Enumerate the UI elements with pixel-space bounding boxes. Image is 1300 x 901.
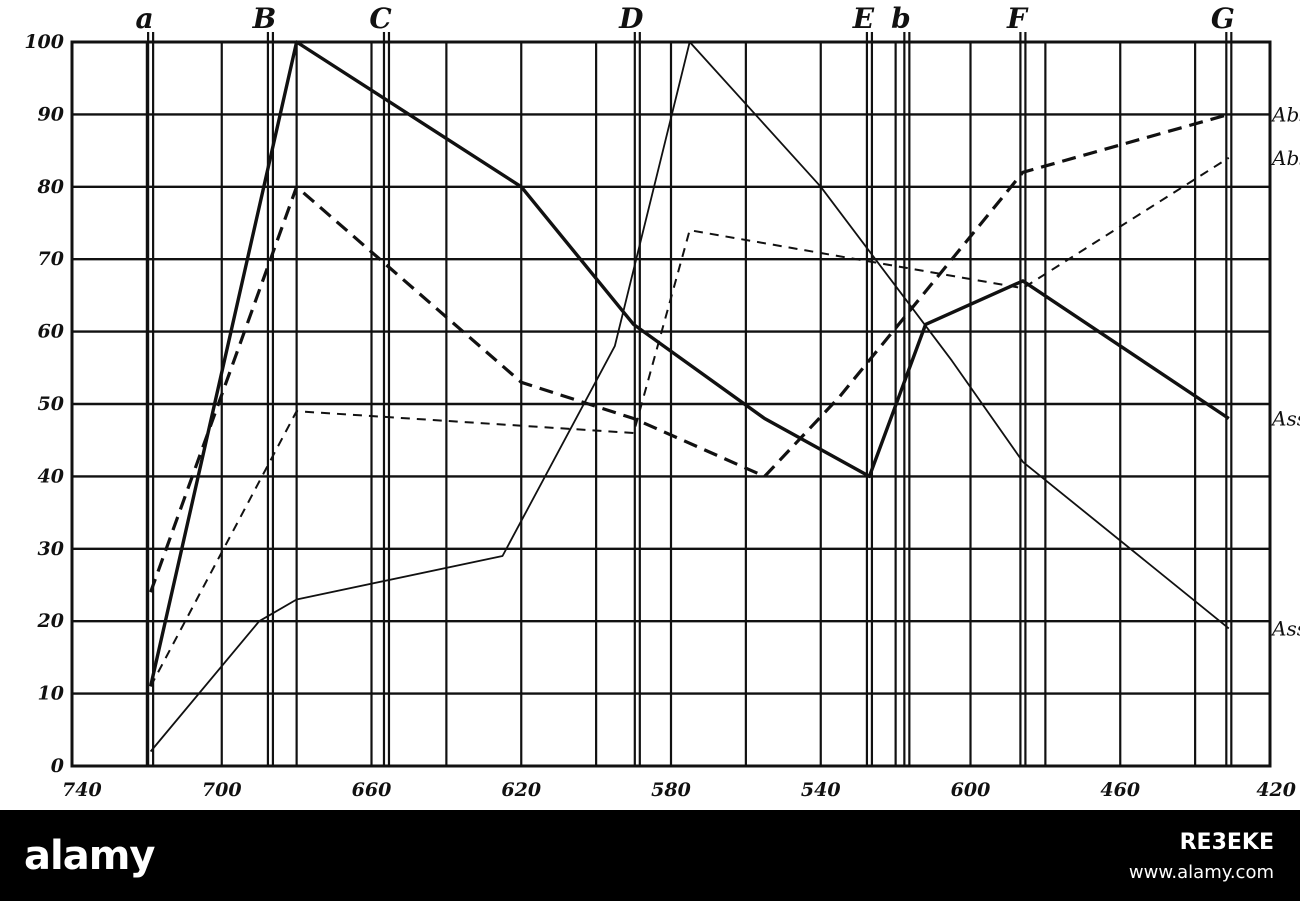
fraunhofer-label: a <box>136 2 154 35</box>
x-tick-label: 460 <box>1100 779 1140 801</box>
y-tick-label: 70 <box>38 248 64 270</box>
y-tick-label: 50 <box>38 393 64 415</box>
watermark-logo: alamy <box>24 833 155 879</box>
footer-bar <box>0 810 1300 901</box>
y-tick-label: 30 <box>38 538 64 560</box>
series-line <box>149 41 1230 753</box>
fraunhofer-label: B <box>252 2 277 35</box>
series-group <box>148 40 1230 753</box>
site-url: www.alamy.com <box>1128 862 1274 883</box>
y-tick-label: 60 <box>38 321 64 343</box>
series-line <box>149 156 1230 687</box>
x-tick-label: 600 <box>951 779 991 801</box>
y-tick-label: 40 <box>38 465 64 487</box>
series-label: Ass <box>1270 406 1300 430</box>
x-tick-label: 580 <box>651 779 691 801</box>
fraunhofer-lines <box>147 32 1233 766</box>
y-tick-label: 80 <box>37 176 64 198</box>
x-tick-label: 740 <box>62 779 102 801</box>
y-tick-label: 20 <box>37 610 64 632</box>
series-label: Abs <box>1270 102 1300 126</box>
series-line <box>148 40 1230 687</box>
x-tick-label: 700 <box>202 779 242 801</box>
y-tick-label: 100 <box>24 31 64 53</box>
y-tick-label: 90 <box>38 103 64 125</box>
y-tick-label: 10 <box>38 683 64 705</box>
x-tick-label: 620 <box>501 779 541 801</box>
fraunhofer-label: D <box>618 2 644 35</box>
x-tick-label: 540 <box>801 779 841 801</box>
series-label: Abs <box>1270 146 1300 170</box>
chart: 0 10 20 30 40 50 60 70 80 90 100 740 700 660 620 580 540… <box>24 2 1300 801</box>
image-id: RE3EKE <box>1179 830 1274 855</box>
fraunhofer-label: E <box>852 2 875 35</box>
fraunhofer-label: G <box>1211 2 1235 35</box>
series-label: Ass <box>1270 616 1300 640</box>
x-tick-label: 420 <box>1256 779 1296 801</box>
fraunhofer-label: F <box>1006 2 1029 35</box>
y-tick-label: 0 <box>51 755 64 777</box>
x-tick-label: 660 <box>352 779 392 801</box>
fraunhofer-label: b <box>891 2 911 35</box>
grid <box>70 40 1272 768</box>
fraunhofer-label: C <box>369 2 392 35</box>
axis-labels: 0 10 20 30 40 50 60 70 80 90 100 740 700 660 620 580 540… <box>24 2 1300 801</box>
